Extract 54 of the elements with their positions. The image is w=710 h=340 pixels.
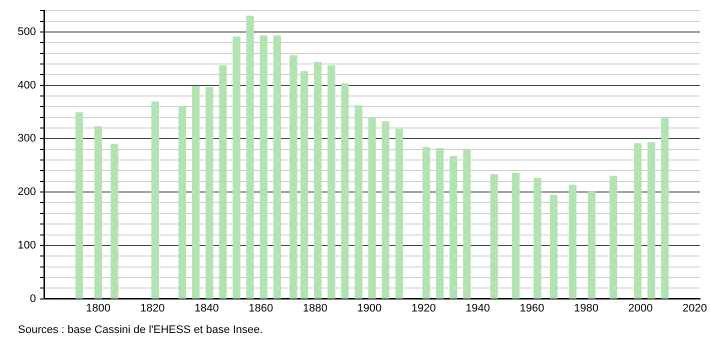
x-tick-label: 1800 — [86, 302, 110, 314]
bar — [422, 146, 430, 299]
y-tick-label: 300 — [18, 132, 36, 145]
bar — [550, 194, 558, 299]
bar — [463, 149, 471, 299]
y-tick-label: 200 — [18, 186, 36, 198]
bar — [534, 178, 542, 299]
bar — [436, 148, 444, 299]
x-tick-label: 1820 — [140, 302, 165, 314]
bar — [354, 105, 362, 299]
x-tick-label: 1880 — [302, 302, 328, 314]
bar — [260, 35, 268, 299]
bar — [395, 128, 404, 299]
x-tick-label: 1860 — [248, 302, 274, 314]
y-tick-label: 100 — [18, 239, 36, 252]
y-tick-label: 0 — [30, 292, 36, 305]
bar — [192, 86, 200, 299]
bar — [94, 126, 102, 299]
y-tick-label: 500 — [18, 26, 36, 38]
bar — [206, 87, 214, 299]
bar — [610, 176, 618, 299]
bar — [328, 65, 336, 299]
bar — [246, 16, 254, 299]
bar — [490, 174, 498, 299]
bar — [151, 102, 159, 299]
bar — [568, 184, 577, 299]
x-tick-label: 1940 — [466, 302, 490, 314]
bar — [368, 118, 376, 299]
bar — [661, 118, 669, 299]
x-tick-label: 2000 — [628, 302, 653, 314]
bar — [512, 173, 520, 299]
bar — [290, 55, 298, 299]
bar — [382, 121, 390, 299]
bar — [110, 144, 118, 299]
bar — [75, 112, 84, 299]
bar — [178, 106, 186, 299]
bar — [232, 36, 240, 299]
y-tick-label: 400 — [18, 79, 36, 92]
x-tick-label: 1960 — [520, 302, 544, 314]
bar — [300, 71, 308, 299]
bar — [341, 83, 349, 299]
x-tick-label: 1840 — [194, 302, 219, 314]
bar — [273, 35, 281, 299]
bar — [647, 142, 656, 299]
x-tick-label: 1920 — [411, 302, 436, 314]
bar — [634, 143, 642, 299]
x-tick-label: 2020 — [682, 302, 707, 314]
bar — [314, 62, 322, 299]
bar — [588, 192, 596, 299]
bar — [219, 65, 227, 299]
bar — [450, 156, 458, 299]
source-note: Sources : base Cassini de l'EHESS et base Insee. — [18, 324, 263, 336]
x-tick-label: 1980 — [574, 302, 598, 314]
x-tick-label: 1900 — [357, 302, 382, 314]
